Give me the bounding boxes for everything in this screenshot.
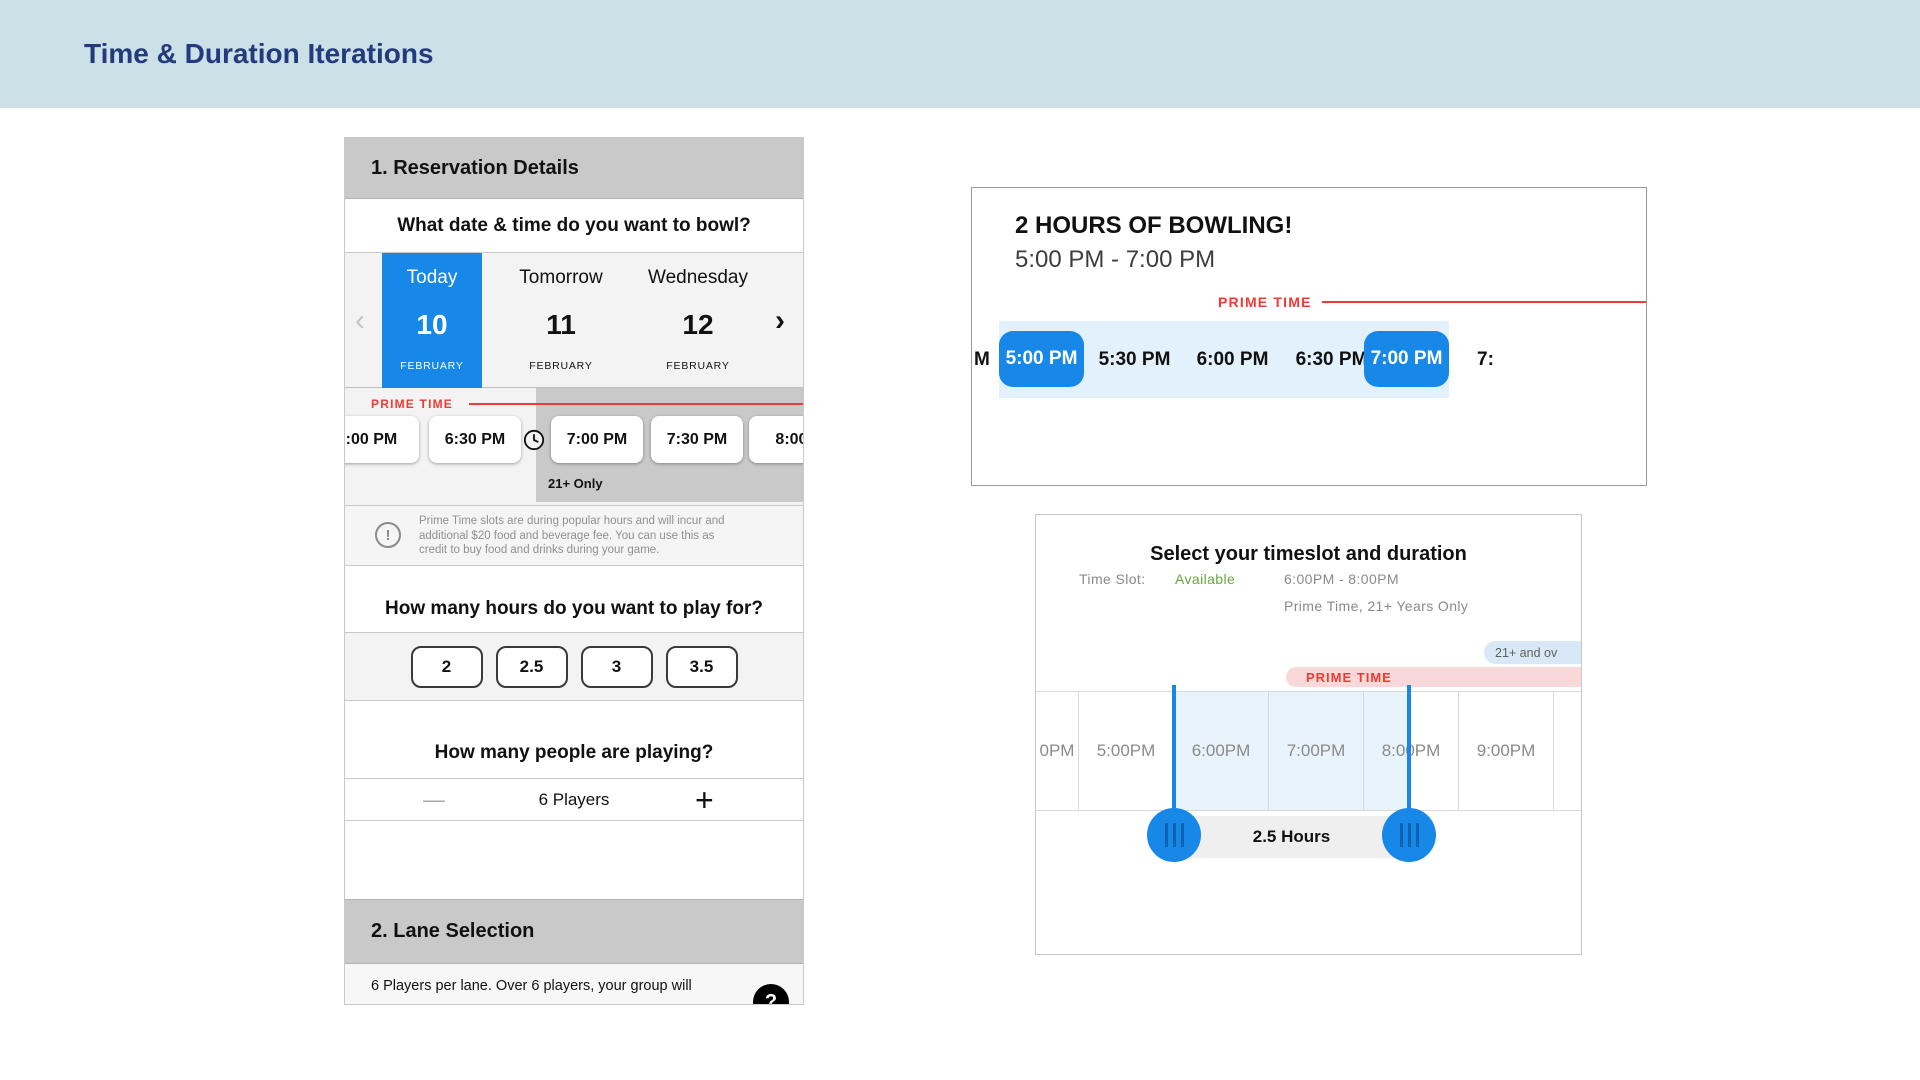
bowling-title: 2 HOURS OF BOWLING! [1015,212,1293,239]
time-chip-630pm[interactable]: 6:30 PM [429,416,521,463]
prime-time-label: PRIME TIME [1306,670,1392,685]
timeline-label-9pm: 9:00PM [1459,692,1554,810]
hour-option-3-5[interactable]: 3.5 [665,645,738,688]
time-slot-label: Time Slot: [1079,571,1146,587]
clock-icon [523,429,545,451]
prime-time-line [1322,301,1646,303]
timeline-label-6pm: 6:00PM [1174,692,1269,810]
date-card-today[interactable]: Today 10 FEBRUARY [382,253,482,388]
date-day: 10 [416,308,448,340]
date-month: FEBRUARY [666,360,730,372]
date-day: 12 [682,308,714,340]
reservation-details-panel: 1. Reservation Details What date & time … [344,137,804,1005]
date-label: Wednesday [648,267,748,288]
timeline-label-8pm: 8:00PM [1364,692,1459,810]
timeline: 0PM 5:00PM 6:00PM 7:00PM 8:00PM 9:00PM [1036,685,1581,836]
lane-note: 6 Players per lane. Over 6 players, your… [371,978,692,994]
timeline-label-7pm: 7:00PM [1269,692,1364,810]
info-icon: ! [375,522,401,548]
chevron-right-icon[interactable]: › [775,303,785,337]
selection-line-end [1407,685,1411,836]
slot-cutoff-left: M [974,348,990,370]
hour-option-2[interactable]: 2 [410,645,483,688]
date-month: FEBRUARY [400,360,464,372]
bowling-slot-row: M 5:00 PM 5:30 PM 6:00 PM 6:30 PM 7:00 P… [972,321,1646,398]
age-restriction-note: 21+ Only [548,476,603,491]
slot-range: 6:00PM - 8:00PM [1284,571,1399,587]
prime-time-band: PRIME TIME [1286,667,1581,687]
bowling-summary-panel: 2 HOURS OF BOWLING! 5:00 PM - 7:00 PM PR… [971,187,1647,486]
selection-line-start [1172,685,1176,836]
hours-question: How many hours do you want to play for? [345,566,803,633]
date-card-tomorrow[interactable]: Tomorrow 11 FEBRUARY [501,253,621,388]
slot-530pm[interactable]: 5:30 PM [1098,348,1171,370]
grip-icon [1415,823,1419,847]
hour-option-3[interactable]: 3 [580,645,653,688]
section2-title: 2. Lane Selection [371,920,535,942]
page-header: Time & Duration Iterations [0,0,1920,108]
timeline-label-4pm: 0PM [1036,692,1079,810]
slot-600pm[interactable]: 6:00 PM [1196,348,1269,370]
date-card-wednesday[interactable]: Wednesday 12 FEBRUARY [635,253,761,388]
grip-icon [1172,823,1176,847]
drag-handle-end[interactable] [1382,808,1436,862]
timeline-label-5pm: 5:00PM [1079,692,1174,810]
slot-chip-700pm[interactable]: 7:00 PM [1364,331,1449,387]
date-label: Tomorrow [519,267,603,288]
date-month: FEBRUARY [529,360,593,372]
hour-options-row: 2 2.5 3 3.5 [345,633,803,701]
minus-button[interactable]: — [423,787,445,812]
players-stepper: — 6 Players + [345,779,803,821]
grip-icon [1164,823,1168,847]
duration-value: 2.5 Hours [1252,827,1331,846]
section-header-lane-selection: 2. Lane Selection [345,899,803,964]
date-time-question: What date & time do you want to bowl? [345,199,803,253]
grip-icon [1399,823,1403,847]
lane-note-row: 6 Players per lane. Over 6 players, your… [345,964,803,1004]
hour-option-2-5[interactable]: 2.5 [495,645,568,688]
people-question: How many people are playing? [345,701,803,779]
slot-chip-500pm[interactable]: 5:00 PM [999,331,1084,387]
slot-restriction: Prime Time, 21+ Years Only [1284,598,1469,614]
time-chip-730pm[interactable]: 7:30 PM [651,416,743,463]
bowling-time-range: 5:00 PM - 7:00 PM [1015,246,1216,273]
timeslot-title: Select your timeslot and duration [1150,543,1467,565]
grip-icon [1180,823,1184,847]
date-label: Today [406,267,458,288]
time-chip-800pm[interactable]: 8:00 P [749,416,803,463]
grip-icon [1407,823,1411,847]
age-pill: 21+ and ov [1484,641,1581,664]
duration-band: 2.5 Hours [1174,816,1409,858]
slot-630pm[interactable]: 6:30 PM [1295,348,1368,370]
slot-cutoff-right: 7: [1477,348,1494,370]
players-value: 6 Players [538,790,610,809]
help-badge[interactable]: ? [753,984,789,1004]
time-chip-700pm[interactable]: 7:00 PM [551,416,643,463]
date-day: 11 [546,308,576,340]
prime-time-label: PRIME TIME [1218,294,1312,310]
date-picker: ‹ Today 10 FEBRUARY Tomorrow 11 FEBRUARY… [345,253,803,388]
section1-title: 1. Reservation Details [371,157,579,179]
plus-button[interactable]: + [695,781,714,818]
chevron-left-icon[interactable]: ‹ [355,303,365,337]
prime-time-note-row: ! Prime Time slots are during popular ho… [345,506,803,566]
time-chip-600pm[interactable]: 6:00 PM [345,416,419,463]
prime-time-label: PRIME TIME [371,397,454,411]
section-header-reservation-details: 1. Reservation Details [345,138,803,199]
drag-handle-start[interactable] [1147,808,1201,862]
prime-time-line [469,403,803,405]
timeline-selection [1174,692,1409,810]
prime-time-note: Prime Time slots are during popular hour… [419,515,725,556]
availability-status: Available [1175,571,1236,587]
timeslot-duration-panel: Select your timeslot and duration Time S… [1035,514,1582,955]
page-title: Time & Duration Iterations [84,38,434,69]
time-slot-picker: PRIME TIME 6:00 PM 6:30 PM 7:00 PM 7:30 … [345,388,803,506]
